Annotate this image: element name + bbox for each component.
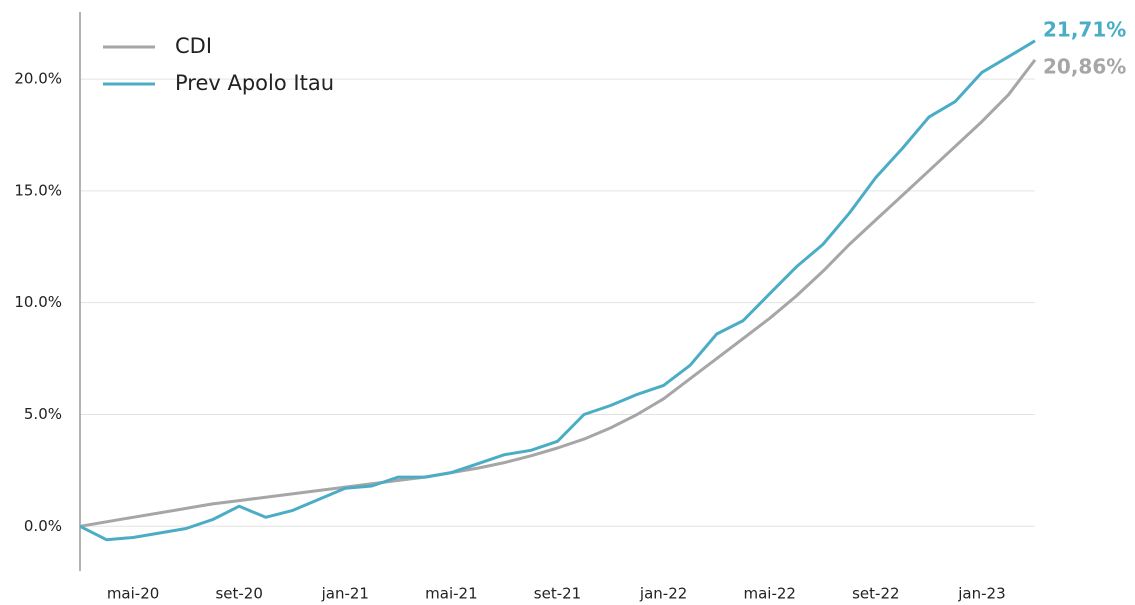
end-label: 21,71% [1043, 17, 1126, 41]
x-tick-label: set-20 [215, 585, 262, 603]
x-tick-label: jan-22 [639, 585, 687, 603]
y-tick-label: 15.0% [14, 181, 62, 199]
x-tick-label: set-21 [534, 585, 581, 603]
x-tick-label: set-22 [852, 585, 899, 603]
x-tick-label: jan-23 [957, 585, 1005, 603]
y-tick-label: 10.0% [14, 293, 62, 311]
y-tick-label: 0.0% [24, 517, 62, 535]
x-tick-label: mai-20 [107, 585, 159, 603]
y-tick-label: 5.0% [24, 405, 62, 423]
y-tick-label: 20.0% [14, 70, 62, 88]
series-line [79, 58, 1037, 528]
end-label: 20,86% [1043, 54, 1126, 78]
legend-label: Prev Apolo Itau [175, 71, 334, 95]
x-tick-label: jan-21 [321, 585, 369, 603]
x-tick-label: mai-22 [743, 585, 795, 603]
x-tick-label: mai-21 [425, 585, 477, 603]
legend-label: CDI [175, 34, 212, 58]
series-line [79, 39, 1036, 542]
